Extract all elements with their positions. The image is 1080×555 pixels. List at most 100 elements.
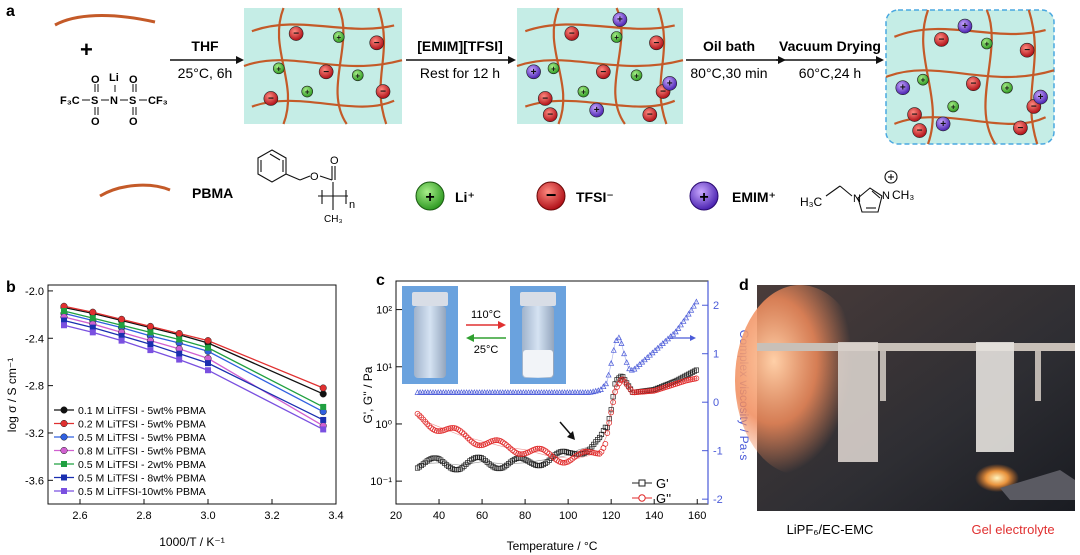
svg-text:+: + [962, 21, 968, 32]
plot-c-legend: G'G'' [632, 476, 671, 506]
salt-o3: O [129, 74, 138, 86]
plot-c-point [639, 388, 646, 395]
plot-c-point [623, 359, 630, 365]
li-ion [947, 100, 960, 113]
tfsi-ion [912, 123, 927, 138]
legend-tfsi: TFSI⁻ [576, 189, 614, 205]
pbma-structure-icon [257, 149, 348, 210]
plot-c-xtick: 140 [645, 510, 663, 522]
plot-c-point [509, 447, 516, 454]
plot-c-point [614, 384, 620, 390]
gel-separator [976, 342, 1014, 452]
plot-c-point [583, 448, 589, 455]
svg-text:+: + [581, 88, 586, 97]
plot-c-point [449, 425, 456, 431]
li-ion [351, 69, 364, 82]
plot-c-ytick-left: 10⁰ [375, 419, 392, 431]
plot-b-legend-entry: 0.1 M LiTFSI - 5wt% PBMA [78, 405, 206, 417]
inset-backward-label: 25°C [474, 344, 499, 356]
plot-c-point [492, 437, 498, 444]
plot-c-point [534, 445, 541, 452]
salt-li: Li [109, 72, 119, 84]
salt-o2: O [91, 116, 100, 128]
step1-bottom: 25°C, 6h [178, 65, 233, 81]
plot-b-point [176, 350, 183, 357]
svg-text:+: + [336, 33, 341, 42]
plot-b-legend-entry: 0.5 M LiTFSI - 2wt% PBMA [78, 459, 206, 471]
plot-b-point [205, 344, 211, 351]
li-ion [577, 85, 590, 98]
li-ion [1001, 81, 1013, 94]
svg-text:−: − [374, 38, 380, 49]
plot-c-point [603, 380, 609, 387]
rod [757, 343, 1075, 351]
plot-c-point [645, 388, 651, 395]
plot-c-point [569, 455, 576, 462]
plot-b-xtick: 3.4 [328, 510, 343, 522]
plot-c-point [677, 321, 684, 328]
plot-c-point [548, 452, 554, 459]
plus-sign: + [80, 37, 93, 62]
burnt-separator [838, 342, 878, 462]
plot-c-point [637, 389, 644, 395]
plot-c-point [621, 350, 628, 357]
plot-c-point [616, 380, 622, 387]
plot-c-xtick: 80 [519, 510, 531, 522]
pbma-chain-icon [99, 183, 171, 198]
inset-forward-label: 110°C [471, 309, 501, 321]
svg-text:−: − [547, 110, 553, 121]
emim-ion [1033, 89, 1048, 105]
salt-n: N [110, 95, 118, 107]
plot-c-point [648, 388, 655, 394]
plot-b-point [320, 416, 327, 423]
plot-c-point [501, 440, 508, 447]
plot-c-point [602, 441, 609, 447]
plot-c-point [561, 459, 568, 466]
plot-b-legend-marker [61, 488, 67, 494]
svg-text:−: − [970, 79, 976, 90]
svg-text:−: − [600, 67, 606, 78]
plot-c-point [618, 340, 625, 346]
plot-c-point [519, 451, 525, 458]
plot-c-point [596, 450, 603, 457]
step1-top: THF [191, 38, 219, 54]
tfsi-ion [596, 64, 611, 80]
plot-b-ytick: -2.4 [25, 333, 44, 345]
plot-c-point [608, 409, 615, 416]
polymer-chain [1027, 9, 1039, 145]
li-ion [547, 62, 560, 75]
emim-n1: N [853, 193, 861, 205]
plot-c-point [613, 337, 620, 343]
plot-b-point [175, 329, 183, 338]
tfsi-ion [564, 26, 580, 41]
plot-c-point [476, 442, 483, 449]
plot-c-ytick-left: 10¹ [376, 362, 392, 374]
emim-n2: N [882, 190, 890, 202]
svg-text:+: + [984, 40, 989, 49]
svg-text:−: − [293, 29, 299, 40]
svg-text:+: + [594, 105, 600, 116]
svg-text:−: − [1031, 101, 1037, 112]
tfsi-ion [369, 35, 385, 51]
tfsi-ion [966, 76, 981, 91]
plot-c-point [416, 412, 423, 419]
network-box-3: − +−+ − +−−+++++− − [885, 9, 1055, 145]
plot-c-point [672, 328, 679, 335]
tfsi-ion [934, 32, 949, 47]
plot-c-point [683, 314, 690, 321]
plot-b-point [204, 337, 212, 345]
step4-bottom: 60°C,24 h [799, 65, 861, 81]
svg-text:+: + [940, 119, 946, 130]
plot-c-point [610, 394, 616, 400]
plot-b-point [176, 356, 183, 363]
plot-b-xtick: 2.6 [72, 510, 87, 522]
plot-c-point [494, 437, 500, 443]
plot-c-point [457, 427, 463, 434]
plot-c-point [550, 454, 556, 460]
tfsi-ion [375, 84, 391, 99]
pbma-o2: O [330, 155, 339, 167]
tfsi-ion [542, 107, 558, 123]
emim-ion [957, 18, 973, 34]
tfsi-ion [649, 35, 664, 51]
polymer-chain [516, 59, 684, 68]
